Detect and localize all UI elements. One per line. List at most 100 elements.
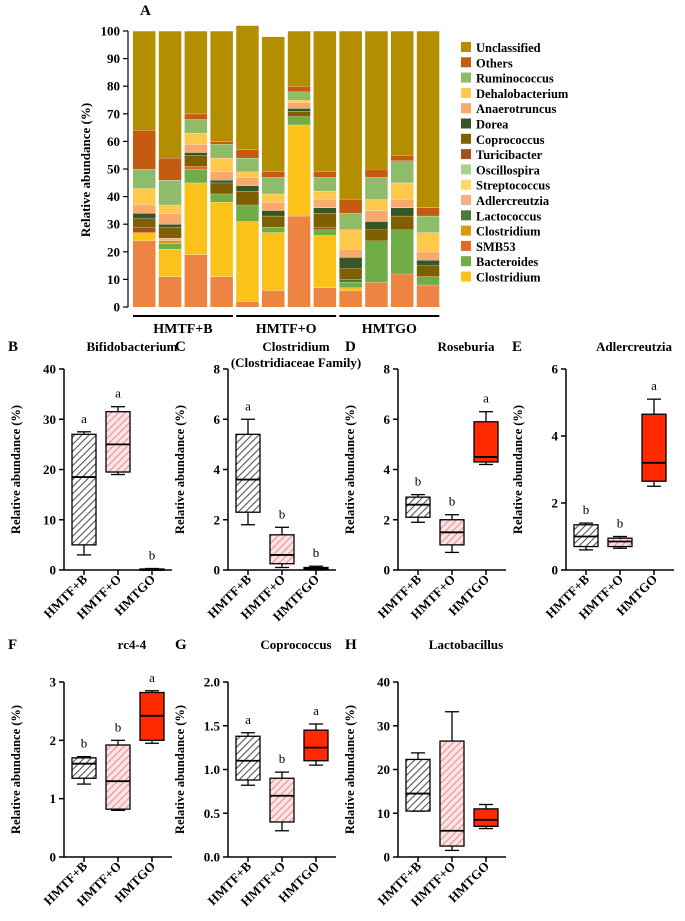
bar-segment-bacteroides [339,282,362,288]
bar-segment-coprococcus [236,191,259,205]
panel-a-y-tick-label: 40 [107,189,120,204]
bar-segment-others [339,199,362,214]
bar-segment-dorea [262,210,285,216]
bar-segment-ruminococcus [158,180,182,205]
bar-segment-coprococcus [339,268,362,280]
box-iqr [105,744,131,810]
bar-segment-ruminococcus [210,144,233,158]
significance-letter: a [651,378,657,393]
box-iqr [235,735,261,781]
bar-segment-unclassified [313,31,337,172]
box-iqr [405,496,431,518]
bar-segment-dehalobacterium [365,199,388,211]
y-tick-label: 0 [50,563,57,578]
y-tick-label: 0 [214,563,221,578]
bar-segment-unclassified [236,25,259,150]
bar-segment-dehalobacterium [133,188,156,205]
bar-segment-anaerotruncus [262,202,285,211]
bar-segment-clostridium [210,202,233,277]
legend-swatch [461,87,471,98]
y-tick-label: 0 [384,563,391,578]
legend-entry: Unclassified [476,41,541,55]
group-label: HMTGO [362,322,417,337]
significance-letter: a [483,391,489,406]
legend-swatch [461,133,471,144]
significance-letter: a [115,386,121,401]
significance-letter: b [81,736,88,751]
y-tick-label: 6 [552,362,559,377]
bar-segment-dehalobacterium [416,232,440,252]
bar-segment-others [365,169,388,178]
bar-segment-clostridium [365,282,388,307]
legend-swatch [461,149,471,160]
bar-segment-coprococcus [365,229,388,241]
significance-letter: b [415,474,422,489]
bar-segment-clostridium [158,276,182,307]
bar-segment-anaerotruncus [365,210,388,222]
panel-a-stacked-bar-chart: A Relative abundance (%) 0 10 20 30 40 50 60 70… [78,3,569,337]
panel-a-y-tick-label: 80 [107,79,120,94]
panel-a-y-axis-label: Relative abundance (%) [78,103,93,237]
bar-segment-bacteroides [210,193,233,203]
bar-segment-bacteroides [236,204,259,222]
bar-segment-unclassified [416,31,440,208]
panel-letter: D [345,339,356,355]
bar-segment-dehalobacterium [158,204,182,214]
panel-a-group-labels: HMTF+B HMTF+O HMTGO [133,315,440,337]
bar-segment-ruminococcus [416,215,440,233]
bar-segment-unclassified [184,31,208,114]
legend-swatch [461,42,471,52]
panel-letter: B [8,339,18,355]
box-iqr [269,777,295,823]
bar-segment-anaerotruncus [287,102,311,109]
bar-segment-lactococcus [339,279,362,283]
bar-segment-unclassified [262,36,285,172]
y-axis-label: Relative abundance (%) [173,705,187,834]
bar-segment-clostridium [158,240,182,244]
box-iqr [105,411,131,473]
legend-swatch [461,57,471,68]
y-axis-label: Relative abundance (%) [511,405,525,534]
bar-segment-clostridium [262,232,285,291]
panel-a-y-tick-label: 20 [107,244,120,259]
panel-title: (Clostridiaceae Family) [231,355,361,370]
panel-title: Adlercreutzia [596,339,673,354]
legend-swatch [461,240,471,251]
bar-segment-dorea [210,180,233,183]
bar-segment-anaerotruncus [158,213,182,225]
bar-segment-unclassified [391,31,414,156]
bar-segment-bacteroides [391,229,414,274]
bar-segment-ruminococcus [133,169,156,189]
legend-swatch [461,256,471,267]
y-tick-label: 10 [377,806,390,821]
bar-segment-anaerotruncus [391,199,414,208]
bar-segment-others [391,155,414,161]
bar-segment-anaerotruncus [339,249,362,258]
y-tick-label: 2 [214,512,221,527]
bar-segment-others [313,171,337,178]
bar-segment-clostridium [236,221,259,302]
bar-segment-bacteroides [184,169,208,183]
bar-segment-anaerotruncus [133,204,156,214]
significance-letter: a [81,411,87,426]
significance-letter: b [115,719,122,734]
bar-segment-dehalobacterium [262,193,285,203]
bar-segment-ruminococcus [184,119,208,134]
bar-segment-ruminococcus [365,177,388,200]
bar-segment-unclassified [339,31,362,200]
bar-segment-dehalobacterium [391,182,414,200]
bar-segment-clostridium [184,254,208,307]
panel-a-y-tick-label: 50 [107,162,120,177]
bar-segment-dorea [158,224,182,227]
bar-segment-bacteroides [365,240,388,283]
bar-segment-clostridium [313,287,337,307]
legend-swatch [461,72,471,83]
bar-segment-coprococcus [313,213,337,227]
y-tick-label: 2 [552,496,559,511]
significance-letter: a [245,398,251,413]
bar-segment-dorea [287,108,311,112]
y-tick-label: 2.0 [204,675,220,690]
panel-a-y-axis: 0 10 20 30 40 50 60 70 80 90 100 [101,24,129,315]
y-tick-label: 0.0 [204,850,220,865]
